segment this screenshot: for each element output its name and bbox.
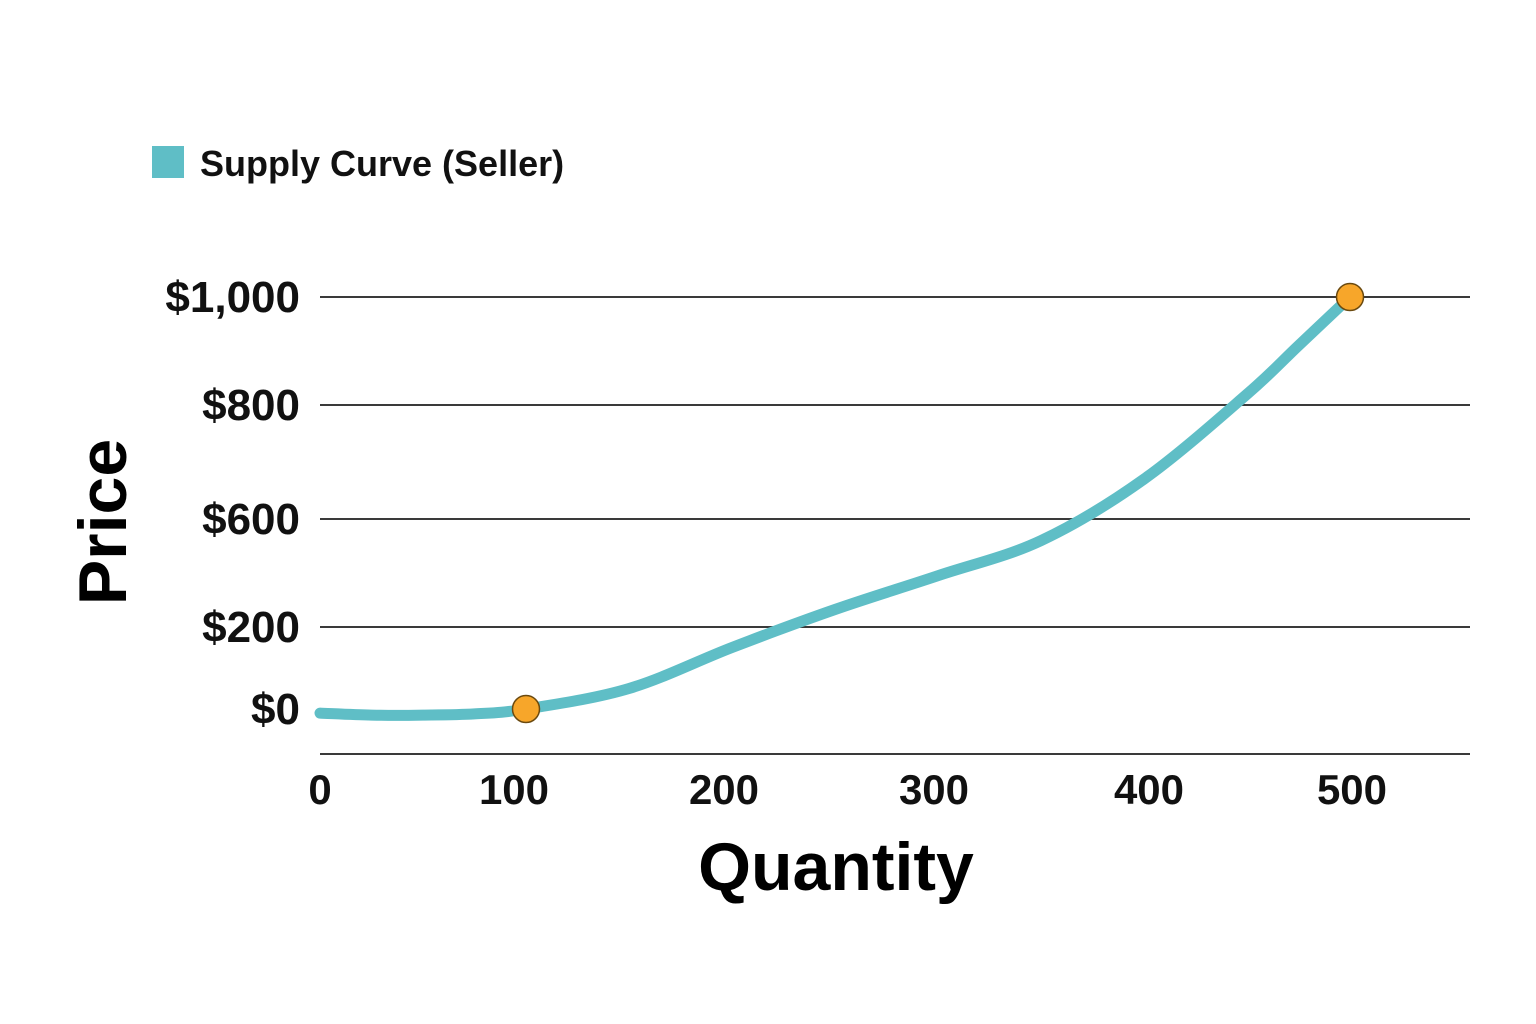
series-group (314, 291, 1356, 721)
x-tick-label: 400 (1114, 766, 1184, 813)
y-tick-label: $800 (202, 381, 300, 430)
x-tick-label: 300 (899, 766, 969, 813)
x-axis-title: Quantity (698, 829, 974, 905)
highlight-point (511, 694, 541, 724)
y-tick-label: $0 (251, 685, 300, 734)
x-tick-label: 100 (479, 766, 549, 813)
y-axis-title: Price (65, 439, 141, 605)
y-tick-label: $200 (202, 603, 300, 652)
highlight-points (511, 282, 1365, 724)
supply-curve-line (314, 291, 1356, 721)
legend-swatch-supply (152, 146, 184, 178)
legend-label-supply: Supply Curve (Seller) (200, 143, 564, 184)
x-tick-label: 0 (308, 766, 331, 813)
x-tick-label: 500 (1317, 766, 1387, 813)
y-tick-labels: $0 $200 $600 $800 $1,000 (165, 273, 300, 734)
y-tick-label: $1,000 (165, 273, 300, 322)
chart-legend: Supply Curve (Seller) (152, 143, 564, 184)
highlight-point (1335, 282, 1365, 312)
y-tick-label: $600 (202, 495, 300, 544)
x-tick-labels: 0 100 200 300 400 500 (308, 766, 1387, 813)
gridlines (320, 296, 1470, 755)
x-tick-label: 200 (689, 766, 759, 813)
